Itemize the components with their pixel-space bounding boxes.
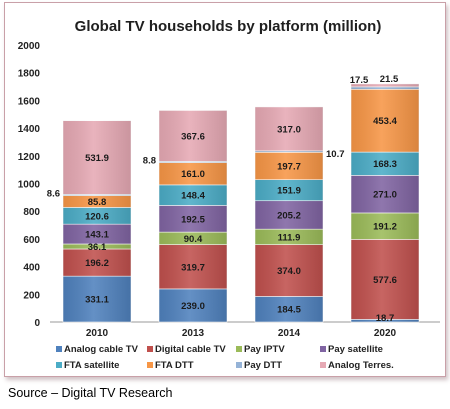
bar-segment-shade <box>159 232 227 245</box>
y-tick-label: 1200 <box>18 152 41 163</box>
data-label: 148.4 <box>181 191 205 202</box>
bar-segment-shade <box>159 161 227 163</box>
bar-segment-shade <box>255 229 323 245</box>
bar-segment-shade <box>159 205 227 233</box>
legend-label-digital-cable-tv: Digital cable TV <box>155 344 226 355</box>
bar-segment-shade <box>63 194 131 196</box>
bar-segment-shade <box>159 110 227 162</box>
bar-segment-shade <box>255 150 323 153</box>
data-label: 21.5 <box>380 74 399 85</box>
data-label: 111.9 <box>278 232 301 243</box>
data-label: 192.5 <box>181 214 205 225</box>
y-tick-label: 200 <box>23 290 40 301</box>
y-tick-label: 0 <box>34 318 40 329</box>
legend-label-pay-dtt: Pay DTT <box>244 360 282 371</box>
legend-label-analog-terres: Analog Terres. <box>328 360 394 371</box>
data-label: 168.3 <box>373 159 397 170</box>
legend-label-pay-satellite: Pay satellite <box>328 344 383 355</box>
data-label: 205.2 <box>277 210 301 221</box>
bar-segment-shade <box>351 86 419 90</box>
x-tick-label: 2013 <box>182 328 205 339</box>
x-tick-label: 2014 <box>278 328 301 339</box>
data-label: 161.0 <box>181 169 205 180</box>
y-tick-label: 1000 <box>18 180 41 191</box>
data-label: 191.2 <box>373 222 397 233</box>
data-label: 10.7 <box>326 149 345 160</box>
bar-segment-shade <box>159 184 227 206</box>
bar-segment-shade <box>351 89 419 153</box>
data-label: 8.8 <box>143 155 156 166</box>
legend-swatch-pay-iptv <box>236 346 242 352</box>
source-note: Source – Digital TV Research <box>8 386 173 400</box>
data-label: 577.6 <box>373 275 397 286</box>
bar-segment-shade <box>351 212 419 240</box>
data-label: 151.9 <box>277 186 301 197</box>
x-tick-label: 2020 <box>374 328 397 339</box>
bar-segment-shade <box>351 175 419 213</box>
bar-segment-shade <box>351 319 419 322</box>
data-label: 331.1 <box>85 295 109 306</box>
y-tick-label: 400 <box>23 263 40 274</box>
bar-segment-shade <box>255 152 323 180</box>
legend-swatch-fta-satellite <box>56 362 62 368</box>
data-label: 8.6 <box>47 188 60 199</box>
y-tick-label: 600 <box>23 235 40 246</box>
bar-segment-shade <box>63 243 131 249</box>
data-label: 18.7 <box>376 313 395 324</box>
data-label: 143.1 <box>85 230 109 241</box>
data-label: 271.0 <box>373 190 397 201</box>
data-label: 90.4 <box>184 234 203 245</box>
data-label: 36.1 <box>88 242 107 253</box>
bar-segment-shade <box>255 106 323 151</box>
legend-swatch-pay-satellite <box>320 346 326 352</box>
legend-swatch-analog-terres <box>320 362 326 368</box>
y-tick-label: 1800 <box>18 69 41 80</box>
bar-segment-shade <box>63 248 131 277</box>
data-label: 85.8 <box>88 197 107 208</box>
data-label: 239.0 <box>181 301 205 312</box>
bar-segment-shade <box>63 207 131 225</box>
bar-segment-shade <box>63 120 131 195</box>
bar-segment-shade <box>63 195 131 208</box>
data-label: 319.7 <box>181 262 205 273</box>
bar-segment-shade <box>351 152 419 176</box>
legend-swatch-fta-dtt <box>147 362 153 368</box>
chart: Global TV households by platform (millio… <box>18 18 440 371</box>
data-label: 531.9 <box>85 153 109 164</box>
bar-segment-shade <box>255 296 323 322</box>
legend-swatch-analog-cable-tv <box>56 346 62 352</box>
legend-label-analog-cable-tv: Analog cable TV <box>64 344 139 355</box>
data-label: 184.5 <box>277 305 301 316</box>
y-tick-label: 1600 <box>18 96 41 107</box>
bar-segment-shade <box>351 239 419 320</box>
bar-segment-shade <box>255 200 323 230</box>
legend-swatch-pay-dtt <box>236 362 242 368</box>
legend-label-pay-iptv: Pay IPTV <box>244 344 285 355</box>
y-tick-label: 800 <box>23 207 40 218</box>
bar-segment-shade <box>63 276 131 322</box>
data-label: 197.7 <box>277 162 301 173</box>
data-label: 196.2 <box>85 258 109 269</box>
data-label: 120.6 <box>85 211 109 222</box>
data-label: 367.6 <box>181 131 205 142</box>
x-tick-label: 2010 <box>86 328 109 339</box>
bar-segment-shade <box>159 244 227 289</box>
legend-label-fta-satellite: FTA satellite <box>64 360 119 371</box>
y-tick-label: 2000 <box>18 41 41 52</box>
bar-segment-shade <box>255 244 323 297</box>
bar-segment-shade <box>159 288 227 322</box>
y-tick-label: 1400 <box>18 124 41 135</box>
bar-segment-shade <box>159 162 227 185</box>
data-label: 17.5 <box>350 75 369 86</box>
bar-segment-shade <box>63 224 131 244</box>
data-label: 317.0 <box>277 124 301 135</box>
bar-segment-shade <box>351 83 419 87</box>
chart-title: Global TV households by platform (millio… <box>75 18 382 35</box>
legend-label-fta-dtt: FTA DTT <box>155 360 194 371</box>
data-label: 453.4 <box>373 116 397 127</box>
bar-segment-shade <box>255 179 323 201</box>
data-label: 374.0 <box>277 266 301 277</box>
legend-swatch-digital-cable-tv <box>147 346 153 352</box>
